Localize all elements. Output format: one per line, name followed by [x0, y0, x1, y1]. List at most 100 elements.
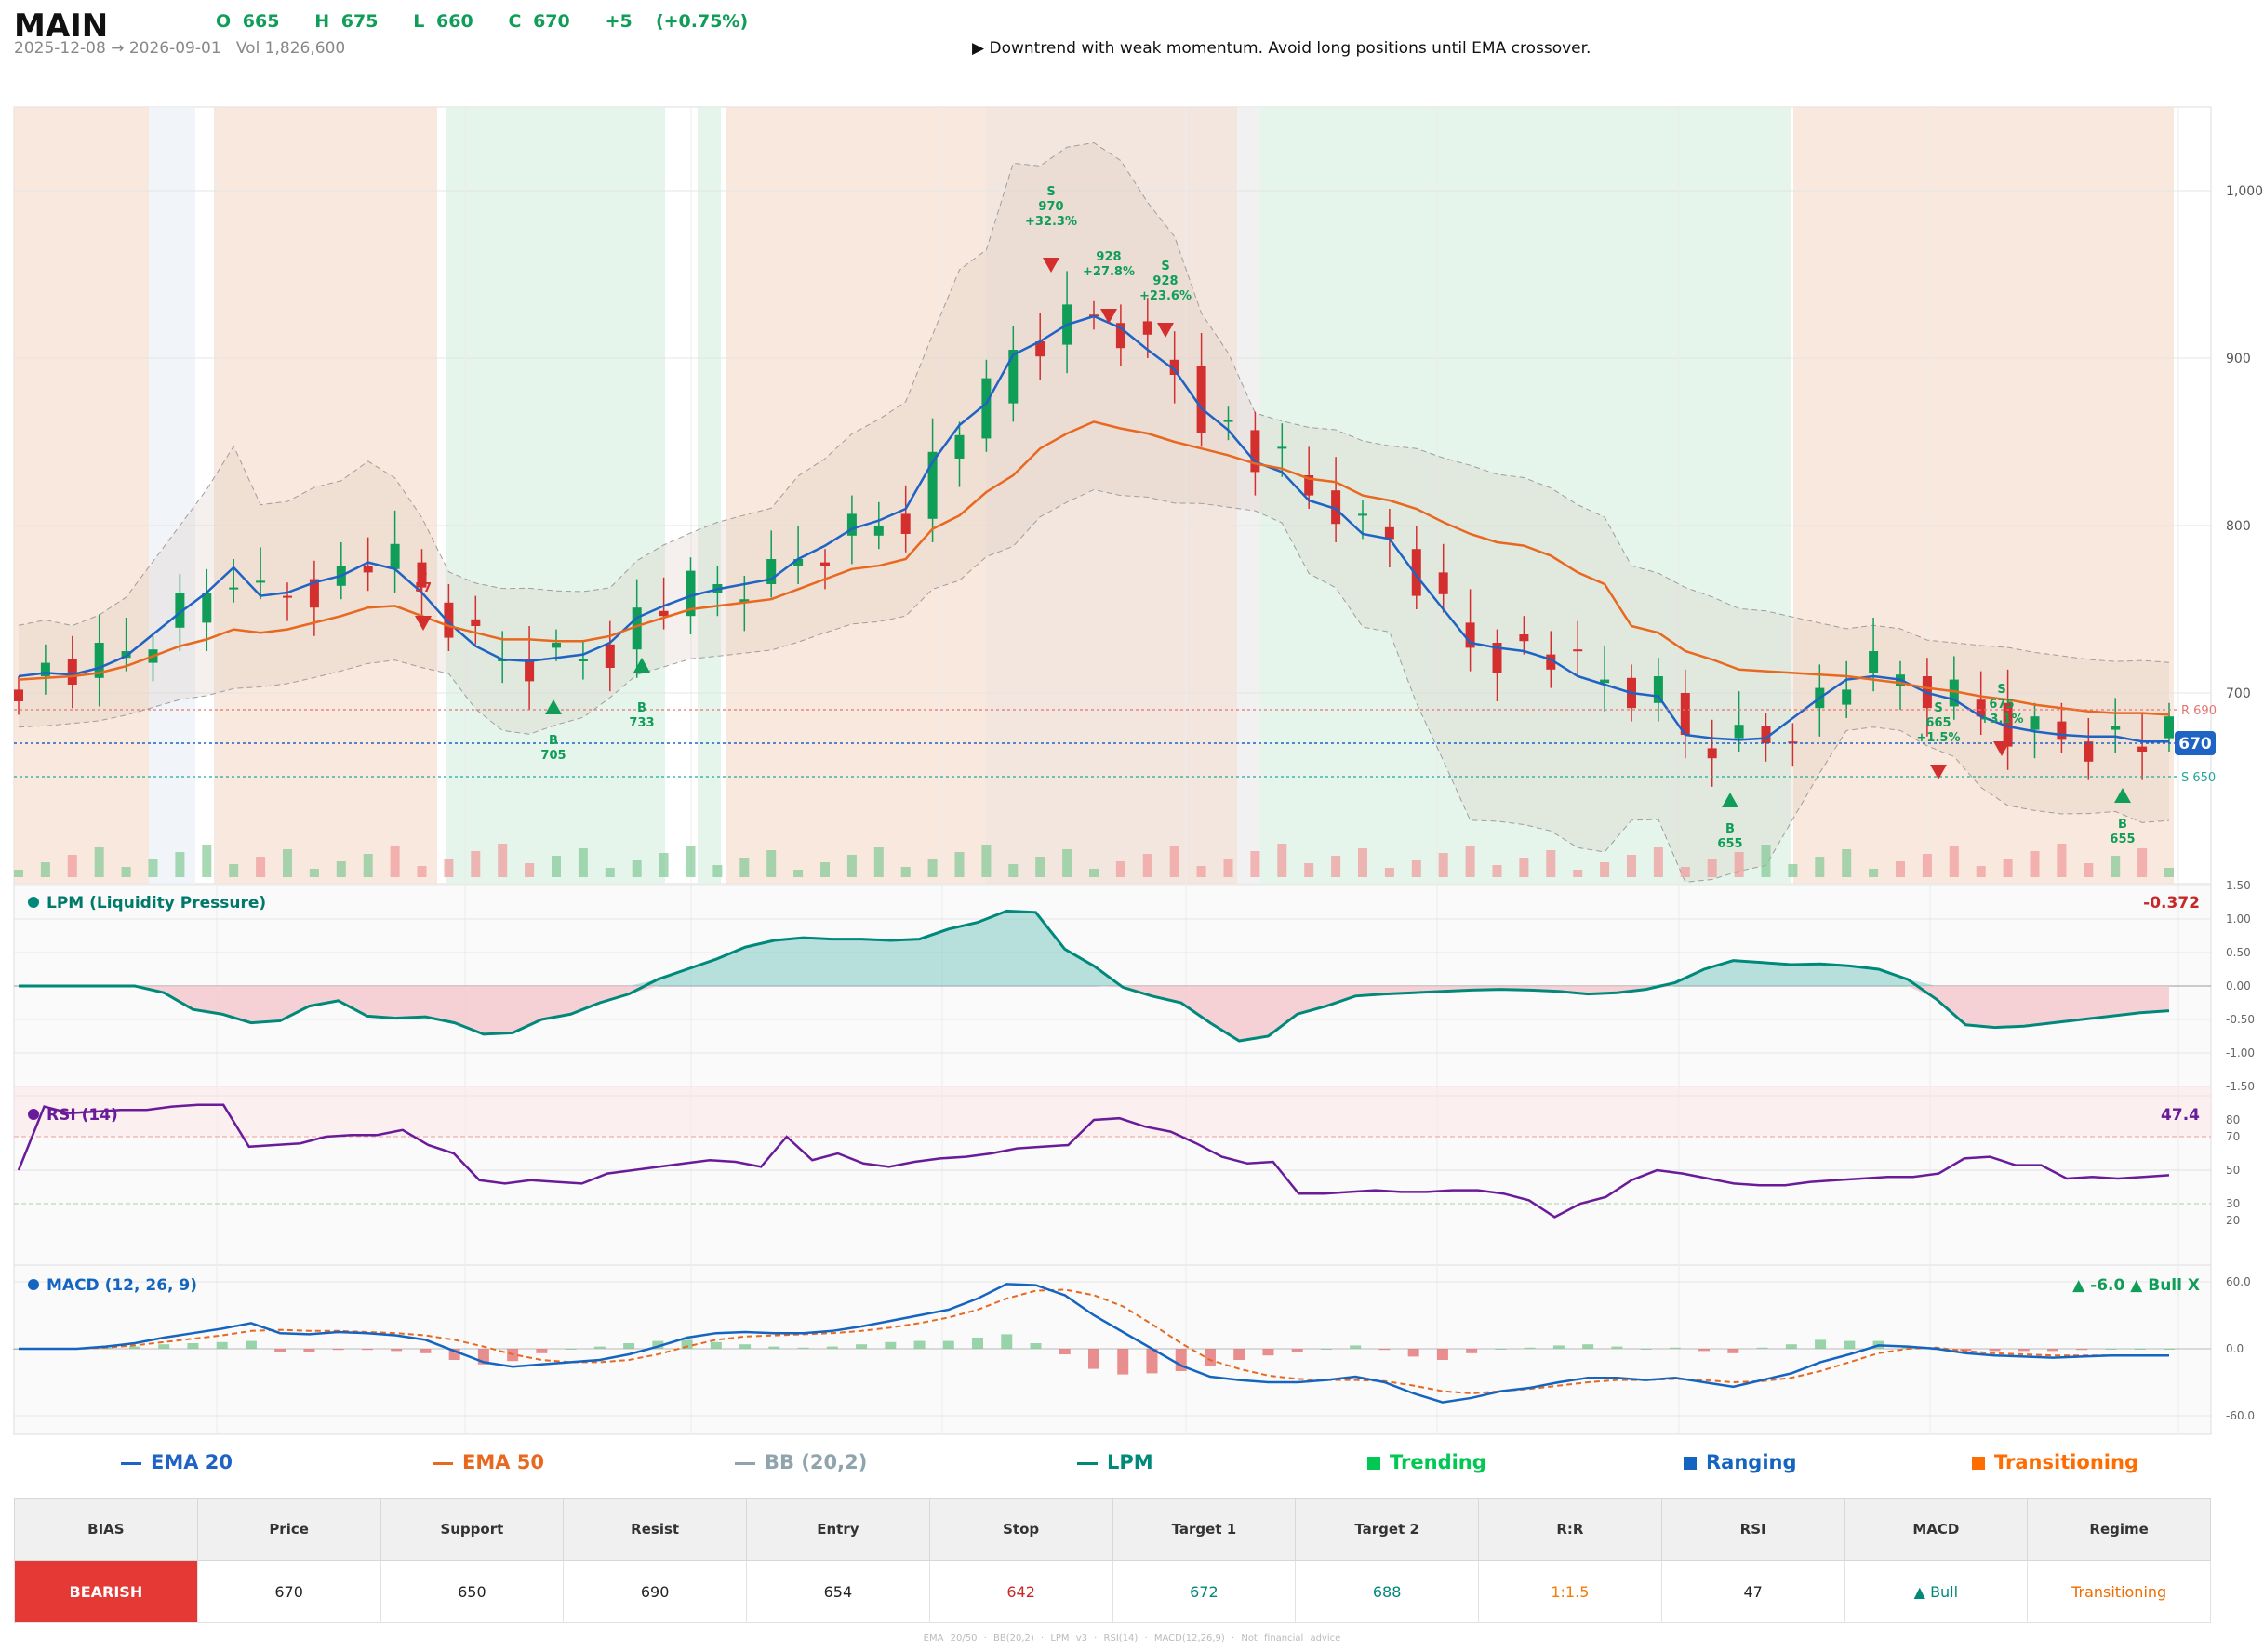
candle-body: [1680, 693, 1690, 735]
rsi-y-tick: 30: [2226, 1197, 2240, 1210]
bias-badge: BEARISH: [14, 1560, 198, 1623]
legend-square-swatch: [1972, 1457, 1985, 1470]
volume-bar: [1842, 849, 1852, 877]
macd-histogram-bar: [1640, 1349, 1652, 1350]
date-range-volume: 2025-12-08 → 2026-09-01 Vol 1,826,600: [14, 39, 346, 58]
candle-body: [1707, 748, 1717, 759]
candle-body: [525, 659, 535, 682]
bollinger-lower: [18, 488, 2170, 883]
summary-value-cell: 670: [196, 1560, 381, 1623]
rsi-title-dot: [28, 1109, 39, 1120]
macd-histogram-bar: [1785, 1344, 1797, 1349]
volume-bar: [1734, 852, 1744, 877]
x-tick-label: Jun '26: [1407, 1450, 1466, 1451]
panel-background: [13, 1264, 2212, 1435]
candle-body: [846, 513, 857, 536]
rsi-y-tick: 70: [2226, 1130, 2240, 1143]
volume-bar: [336, 861, 346, 877]
rsi-y-tick: 20: [2226, 1214, 2240, 1227]
candle-body: [1976, 699, 1986, 717]
volume-bar: [578, 848, 588, 877]
summary-header-cell: RSI: [1660, 1498, 1845, 1561]
macd-title-dot: [28, 1279, 39, 1290]
x-tick-label: Sep '26: [2147, 1450, 2210, 1451]
y-tick-label: 700: [2226, 686, 2251, 701]
volume-bar: [1465, 846, 1475, 877]
summary-value-cell: 690: [563, 1560, 747, 1623]
footer-note: EMA 20/50 · BB(20,2) · LPM v3 · RSI(14) …: [923, 1633, 1341, 1644]
macd-histogram-bar: [593, 1346, 606, 1349]
summary-value-cell: 650: [380, 1560, 565, 1623]
macd-histogram-bar: [1378, 1349, 1391, 1351]
regime-band: [214, 107, 437, 884]
resistance-label: R 690: [2181, 704, 2217, 718]
legend-item: EMA 20: [121, 1451, 233, 1473]
rsi-title: RSI (14): [47, 1106, 118, 1125]
volume-bar: [525, 863, 535, 877]
regime-band: [149, 107, 195, 884]
macd-histogram-bar: [1204, 1349, 1216, 1366]
signal-label: S: [1046, 185, 1055, 199]
lpm-title-dot: [28, 897, 39, 908]
candle-body: [766, 559, 777, 584]
macd-last-value: ▲ -6.0 ▲ Bull X: [2072, 1276, 2200, 1295]
regime-band: [14, 107, 149, 884]
bollinger-upper: [18, 141, 2170, 663]
candle-body: [2111, 726, 2121, 730]
macd-histogram-bar: [216, 1341, 228, 1349]
lpm-last-value: -0.372: [2143, 894, 2200, 913]
candle-body: [1600, 679, 1610, 684]
candle-body: [1008, 350, 1019, 404]
summary-header-cell: MACD: [1844, 1498, 2029, 1561]
volume-bar: [14, 870, 23, 877]
macd-histogram-bar: [1524, 1347, 1536, 1349]
legend-line-swatch: [735, 1461, 755, 1465]
buy-marker: [2114, 788, 2131, 803]
summary-value-cell: 1:1.5: [1478, 1560, 1662, 1623]
candle-body: [1196, 366, 1206, 433]
ema50-line: [18, 420, 2170, 716]
lpm-positive-fill: [19, 911, 2169, 986]
last-price-label: 670: [2178, 735, 2212, 753]
volume-bar: [1573, 870, 1583, 877]
volume-bar: [1169, 846, 1179, 877]
volume-bar: [1304, 863, 1314, 877]
macd-histogram-bar: [1233, 1349, 1245, 1360]
lpm-y-tick: -1.50: [2226, 1080, 2255, 1093]
volume-bars: [14, 844, 2174, 877]
macd-histogram-bar: [332, 1349, 344, 1351]
volume-bar: [202, 845, 212, 877]
candle-body: [820, 562, 830, 566]
macd-histogram-bar: [885, 1341, 897, 1349]
volume-bar: [1384, 868, 1394, 877]
candle-body: [1169, 359, 1179, 375]
support-label: S 650: [2181, 771, 2216, 785]
legend-item: LPM: [1077, 1451, 1153, 1473]
macd-histogram-bar: [1756, 1347, 1768, 1349]
signal-label: B: [1725, 822, 1735, 836]
volume-bar: [1277, 844, 1287, 877]
regime-band: [1793, 107, 2174, 884]
legend-label: EMA 50: [462, 1451, 545, 1473]
candle-body: [981, 378, 992, 439]
volume-bar: [1519, 858, 1529, 877]
signal-label: +27.8%: [1083, 265, 1135, 279]
volume-bar: [309, 869, 319, 877]
volume-bar: [793, 870, 804, 877]
volume-bar: [1922, 854, 1932, 877]
regime-band: [1260, 107, 1791, 884]
volume-bar: [1627, 855, 1636, 877]
candle-body: [552, 643, 561, 648]
candle-body: [1492, 643, 1502, 673]
candle-body: [1949, 679, 1959, 707]
x-tick-label: Aug '26: [1898, 1450, 1963, 1451]
candle-body: [659, 610, 669, 617]
candle-body: [1411, 549, 1421, 596]
candle-body: [1519, 634, 1529, 642]
macd-histogram-bar: [2018, 1349, 2030, 1352]
candle-body: [202, 593, 212, 623]
macd-histogram-bar: [2134, 1349, 2146, 1350]
candle-body: [1142, 321, 1152, 335]
